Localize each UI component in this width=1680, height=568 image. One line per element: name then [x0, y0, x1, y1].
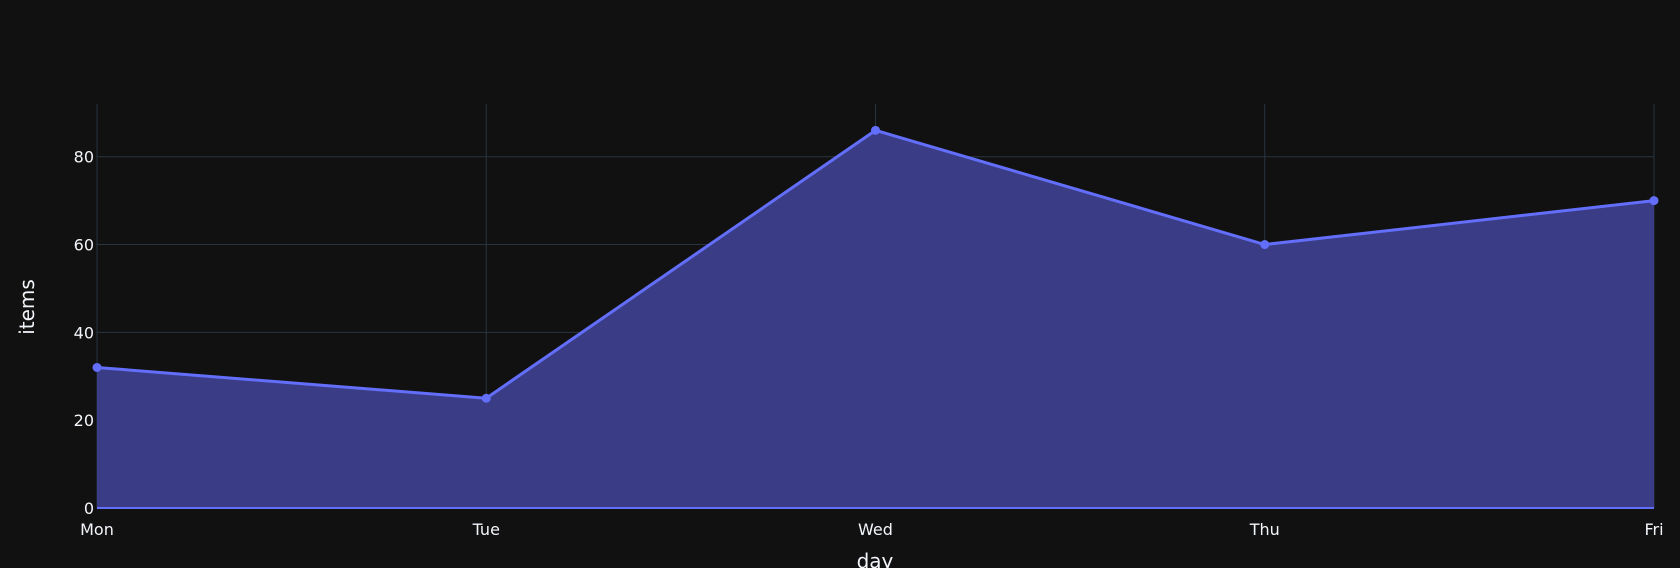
y-tick-label: 80 [74, 148, 94, 167]
x-tick-label: Mon [80, 520, 114, 539]
data-point [92, 362, 102, 372]
y-tick-label: 20 [74, 411, 94, 430]
x-tick-label: Fri [1644, 520, 1663, 539]
x-tick-label: Wed [858, 520, 893, 539]
y-axis-ticks: 0 20 40 60 80 [74, 148, 94, 518]
series-markers [92, 125, 1659, 403]
y-tick-label: 40 [74, 323, 94, 342]
data-point [871, 125, 880, 135]
y-tick-label: 0 [84, 499, 94, 518]
data-point [1649, 196, 1659, 206]
x-axis-ticks: Mon Tue Wed Thu Fri [80, 520, 1663, 539]
data-point [481, 393, 491, 403]
data-point [1260, 240, 1270, 250]
series-area-fill [97, 130, 1654, 508]
y-axis-title: items [15, 279, 39, 335]
y-tick-label: 60 [74, 236, 94, 255]
x-tick-label: Tue [472, 520, 500, 539]
x-tick-label: Thu [1249, 520, 1280, 539]
x-axis-title: day [857, 549, 894, 568]
